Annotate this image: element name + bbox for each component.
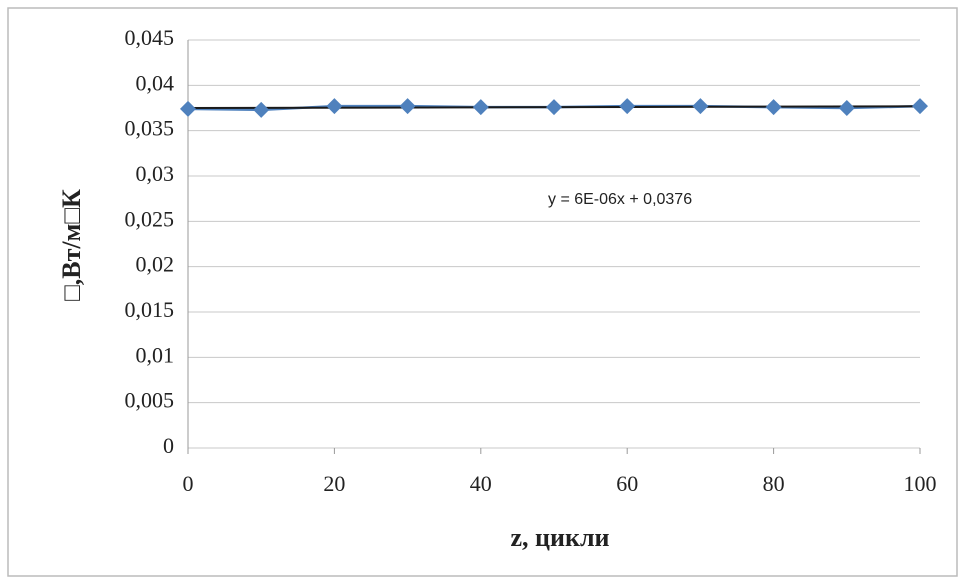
point-marker [765,99,782,116]
point-marker [180,100,196,117]
y-tick-label: 0 [163,433,174,458]
x-tick-label: 40 [470,471,492,496]
y-tick-label: 0,015 [125,297,175,322]
point-marker [912,98,928,115]
y-tick-label: 0,03 [136,161,175,186]
y-tick-label: 0,01 [136,342,175,367]
x-tick-label: 80 [763,471,785,496]
y-tick-label: 0,02 [136,252,175,277]
x-axis-label: z, цикли [510,523,609,552]
point-marker [253,101,270,118]
y-tick-label: 0,045 [125,25,175,50]
point-marker [472,99,489,116]
y-tick-label: 0,035 [125,116,175,141]
point-marker [692,98,709,115]
point-marker [838,100,855,116]
y-tick-label: 0,025 [125,206,175,231]
y-tick-label: 0,005 [125,388,175,413]
point-marker [619,98,636,115]
chart-border [7,7,958,577]
point-marker [546,99,562,116]
x-tick-label: 60 [616,471,638,496]
point-marker [399,98,416,115]
y-tick-label: 0,04 [136,70,175,95]
x-tick-label: 0 [183,471,194,496]
x-tick-label: 20 [323,471,345,496]
x-tick-label: 100 [904,471,937,496]
trendline-equation: y = 6E-06x + 0,0376 [548,191,692,208]
y-axis-label: □,Вт/м□К [57,189,86,301]
point-marker [326,98,343,115]
